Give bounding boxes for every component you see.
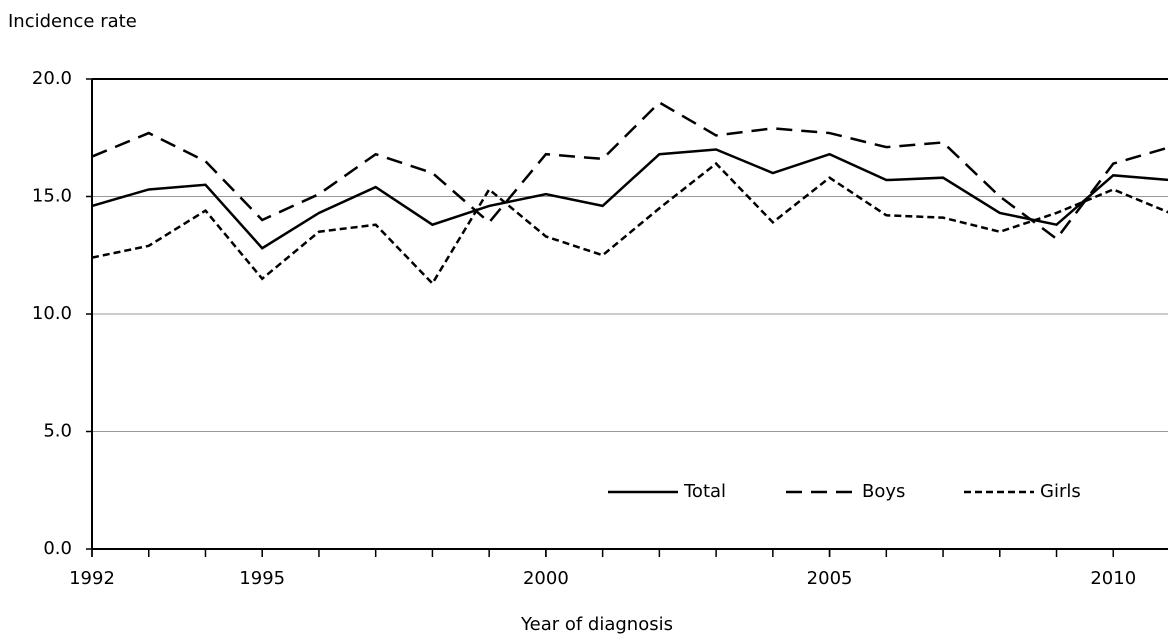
line-dashed <box>91 100 1168 241</box>
y-tick-label: 0.0 <box>43 538 72 559</box>
legend-label: Girls <box>1040 481 1081 502</box>
legend-label: Total <box>683 481 726 502</box>
x-tick-label: 2010 <box>1090 568 1136 589</box>
y-tick-label: 20.0 <box>32 68 72 89</box>
y-tick-label: 5.0 <box>43 421 72 442</box>
y-tick-label: 10.0 <box>32 303 72 324</box>
line-dotted <box>91 161 1168 286</box>
x-axis-title: Year of diagnosis <box>520 614 673 635</box>
x-tick-label: 1992 <box>69 568 115 589</box>
y-axis-title: Incidence rate <box>8 11 137 32</box>
x-tick-label: 2000 <box>523 568 569 589</box>
x-tick-label: 1995 <box>239 568 285 589</box>
y-tick-label: 15.0 <box>32 186 72 207</box>
line-solid <box>91 148 1168 250</box>
legend-label: Boys <box>862 481 905 502</box>
x-tick-label: 2005 <box>807 568 853 589</box>
